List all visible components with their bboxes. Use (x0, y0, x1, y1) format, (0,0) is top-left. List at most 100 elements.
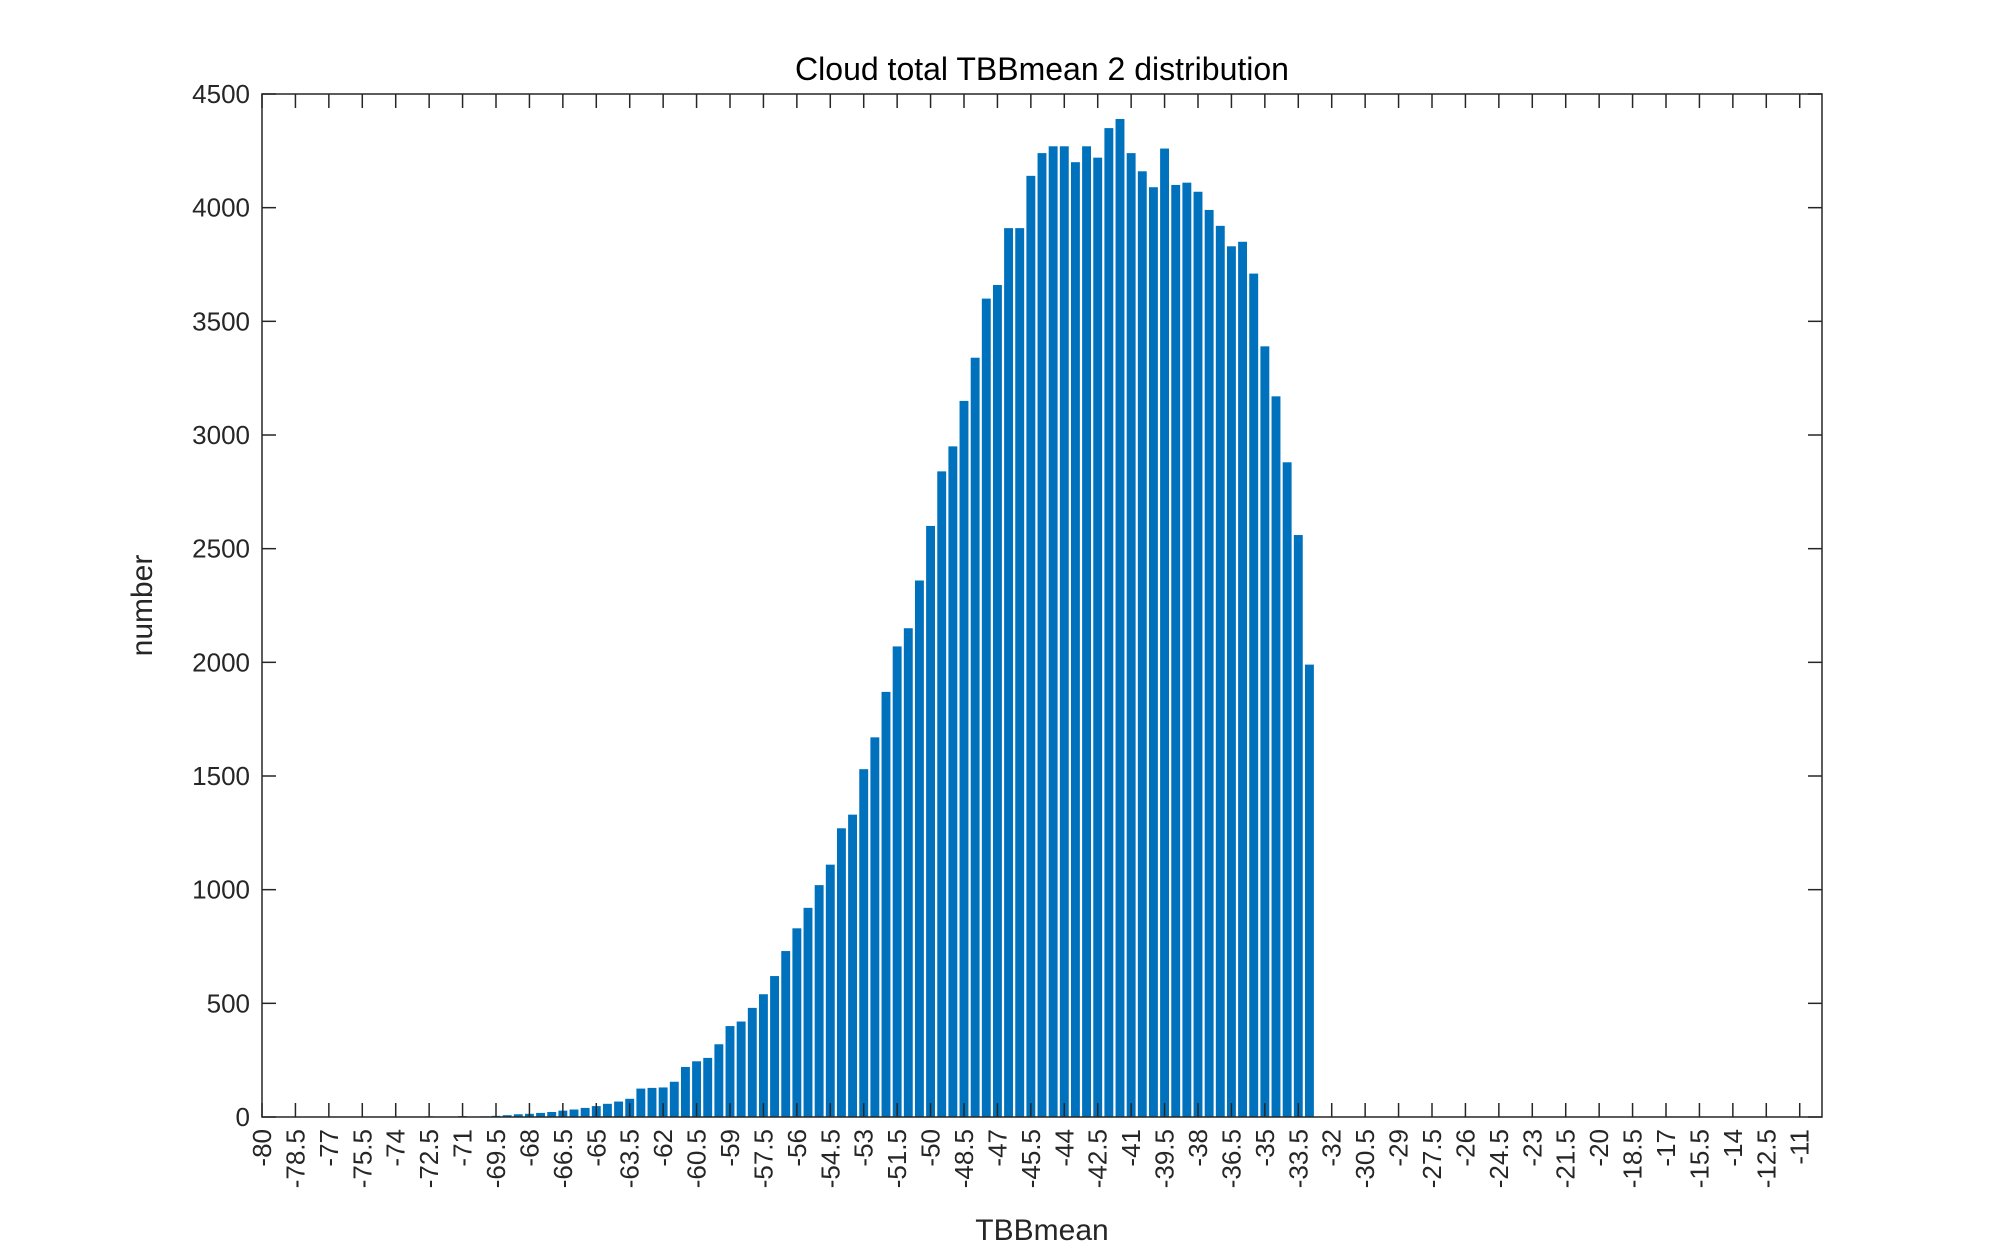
x-tick-label: -44 (1049, 1129, 1079, 1167)
x-tick-label: -57.5 (748, 1129, 778, 1188)
x-tick-label: -12.5 (1751, 1129, 1781, 1188)
x-tick-label: -63.5 (615, 1129, 645, 1188)
bar (1171, 184, 1181, 1117)
axis-ticks (261, 93, 1822, 1118)
x-tick-label: -36.5 (1216, 1129, 1246, 1188)
bar (970, 357, 980, 1118)
bar (536, 1112, 546, 1117)
y-tick-label: 1000 (192, 875, 250, 905)
x-axis-label: TBBmean (975, 1214, 1108, 1247)
bar (836, 828, 846, 1117)
x-tick-label: -26 (1450, 1129, 1480, 1167)
x-tick-label: -24.5 (1484, 1129, 1514, 1188)
x-tick-label: -18.5 (1618, 1129, 1648, 1188)
bar (870, 737, 880, 1117)
bar (703, 1057, 713, 1117)
bar (814, 885, 824, 1117)
bar (1148, 187, 1158, 1117)
bar (881, 691, 891, 1117)
bar (725, 1026, 735, 1117)
bar (825, 864, 835, 1117)
x-tick-label: -35 (1250, 1129, 1280, 1167)
x-tick-label: -27.5 (1417, 1129, 1447, 1188)
x-tick-label: -23 (1517, 1129, 1547, 1167)
x-tick-label: -62 (648, 1129, 678, 1167)
x-tick-label: -21.5 (1551, 1129, 1581, 1188)
x-tick-label: -78.5 (280, 1129, 310, 1188)
x-tick-label: -69.5 (481, 1129, 511, 1188)
bar (803, 907, 813, 1117)
bar (1026, 175, 1036, 1118)
x-tick-label: -30.5 (1350, 1129, 1380, 1188)
bar (680, 1066, 690, 1117)
x-tick-label: -41 (1116, 1129, 1146, 1167)
x-tick-labels: -80 -78.5 -77 -75.5 -74 -72.5 -71 -69.5 -68 -66.5… (247, 1129, 1815, 1188)
bar (1104, 128, 1114, 1118)
bar (903, 628, 913, 1117)
y-tick-label: 3000 (192, 420, 250, 450)
bar (770, 976, 780, 1117)
bar (1059, 146, 1069, 1118)
bar (1070, 162, 1080, 1117)
bar (658, 1087, 668, 1117)
bar (781, 951, 791, 1117)
bar (747, 1007, 757, 1117)
x-tick-label: -59 (715, 1129, 745, 1167)
bar (602, 1103, 612, 1117)
bar (992, 284, 1002, 1118)
bar (1037, 153, 1047, 1118)
bar (1304, 664, 1314, 1117)
y-tick-label: 0 (236, 1102, 250, 1132)
bar (1082, 146, 1092, 1118)
x-tick-label: -68 (514, 1129, 544, 1167)
bar-series (424, 119, 1314, 1118)
bar (569, 1109, 579, 1117)
bar (1015, 228, 1025, 1117)
x-tick-label: -32 (1317, 1129, 1347, 1167)
plot-frame (261, 93, 1823, 1118)
x-tick-label: -20 (1584, 1129, 1614, 1167)
bar (848, 814, 858, 1117)
chart-title: Cloud total TBBmean 2 distribution (795, 51, 1289, 87)
x-tick-label: -47 (982, 1129, 1012, 1167)
x-tick-label: -11 (1785, 1129, 1815, 1165)
x-tick-label: -65 (581, 1129, 611, 1167)
bar (1093, 157, 1103, 1117)
bar (859, 769, 869, 1117)
y-tick-label: 500 (207, 988, 250, 1018)
bar (1160, 148, 1170, 1117)
y-tick-label: 4500 (192, 79, 250, 109)
y-tick-labels: 0 500 1000 1500 2000 2500 3000 3500 4000 4500 (192, 79, 250, 1132)
bar (1193, 191, 1203, 1117)
x-tick-label: -51.5 (882, 1129, 912, 1188)
bar (1293, 535, 1303, 1117)
bar (1115, 119, 1125, 1117)
x-tick-label: -74 (381, 1129, 411, 1167)
bar (1271, 396, 1281, 1118)
bar (614, 1101, 624, 1117)
bar (948, 446, 958, 1117)
bar (547, 1112, 557, 1117)
bar (513, 1114, 523, 1117)
bar (669, 1081, 679, 1117)
bar (758, 994, 768, 1117)
x-tick-label: -60.5 (682, 1129, 712, 1188)
bar (1004, 228, 1014, 1117)
x-tick-label: -50 (916, 1129, 946, 1167)
x-tick-label: -71 (448, 1129, 478, 1167)
x-tick-label: -54.5 (815, 1129, 845, 1188)
bar (792, 928, 802, 1117)
y-tick-label: 2000 (192, 647, 250, 677)
bar (1260, 346, 1270, 1118)
bar (1215, 225, 1225, 1118)
bar (714, 1044, 724, 1117)
bar (981, 298, 991, 1118)
bar (580, 1107, 590, 1117)
bar (937, 471, 947, 1117)
x-tick-label: -15.5 (1684, 1129, 1714, 1188)
bar (647, 1087, 657, 1117)
bar (1282, 462, 1292, 1117)
x-tick-label: -80 (247, 1129, 277, 1167)
